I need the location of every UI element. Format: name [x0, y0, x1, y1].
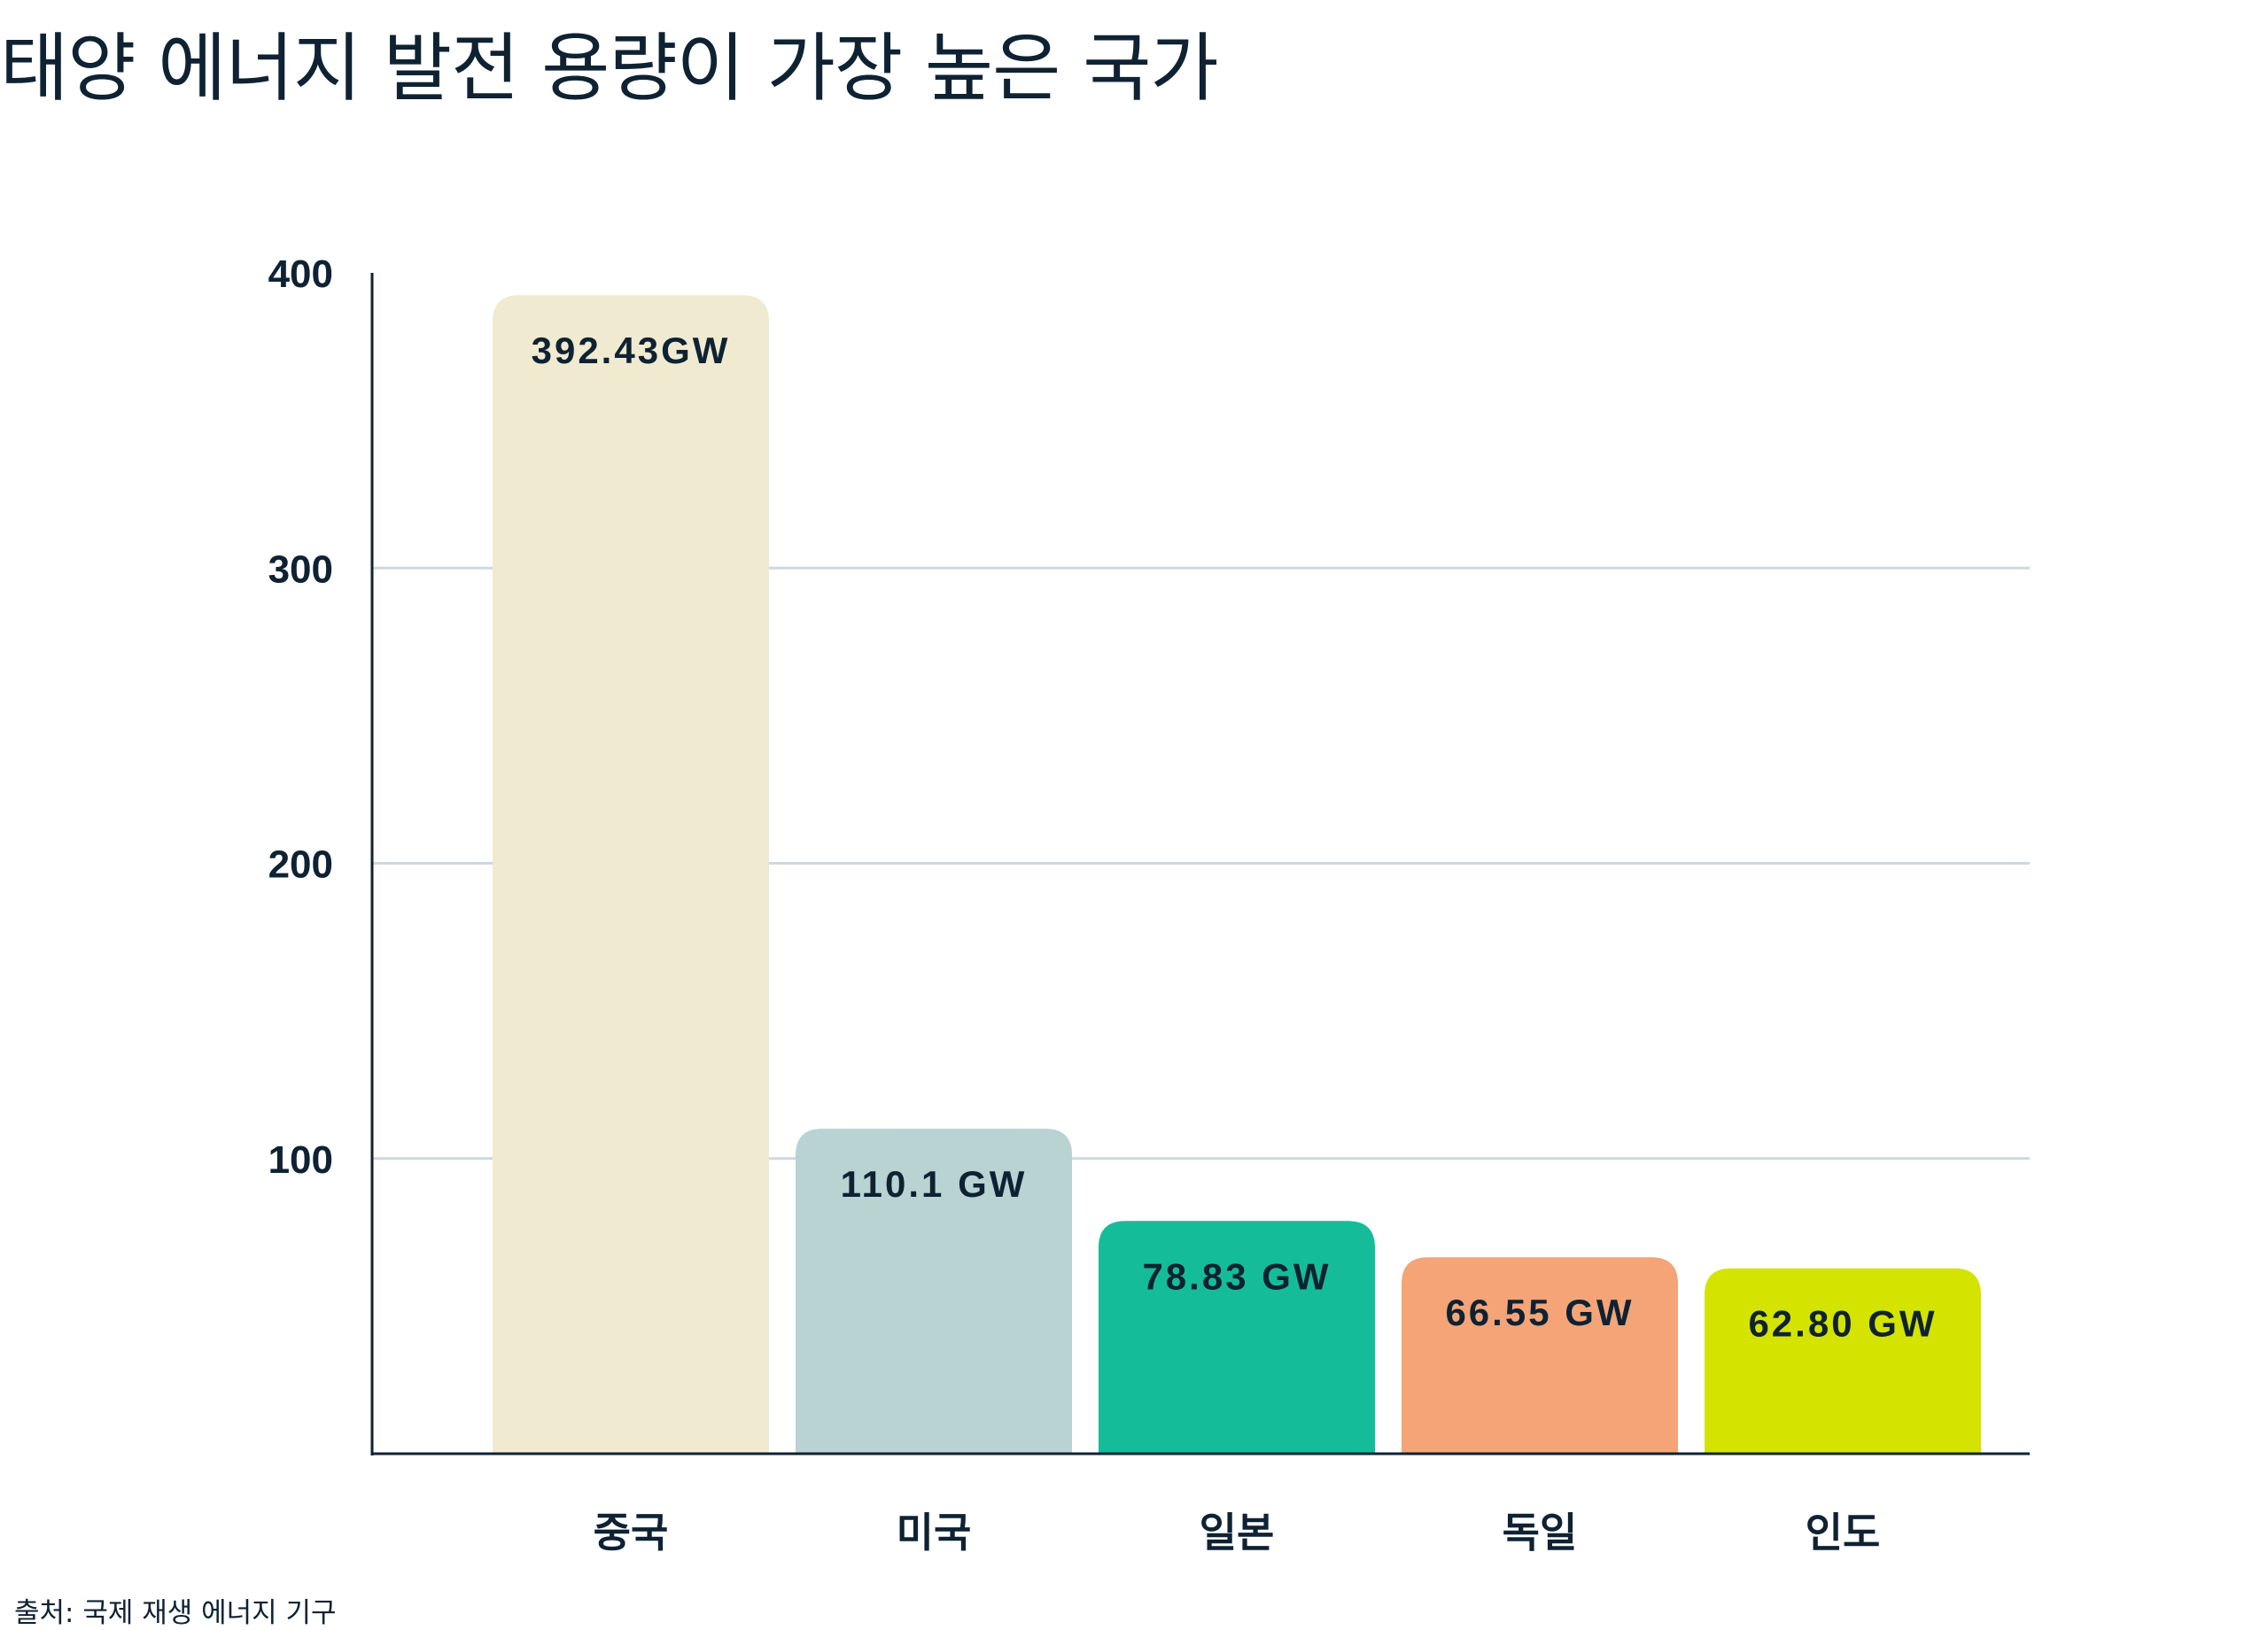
- data-label: 66.55 GW: [1445, 1292, 1634, 1333]
- x-tick-label: 미국: [897, 1509, 972, 1556]
- y-tick-label: 300: [268, 547, 333, 591]
- bar: [1099, 1221, 1375, 1454]
- bar: [1402, 1257, 1678, 1454]
- bar: [1705, 1268, 1981, 1454]
- y-tick-label: 200: [268, 843, 333, 887]
- data-label: 62.80 GW: [1748, 1303, 1937, 1345]
- chart-title: 태양 에너지 발전 용량이 가장 높은 국가: [0, 25, 1219, 112]
- x-tick-label: 일본: [1200, 1509, 1275, 1556]
- data-label: 110.1 GW: [841, 1163, 1028, 1205]
- data-label: 78.83 GW: [1142, 1255, 1331, 1297]
- x-tick-label: 독일: [1503, 1509, 1578, 1556]
- source-note: 출처: 국제 재생 에너지 기구: [14, 1597, 337, 1629]
- x-tick-label: 인도: [1806, 1509, 1881, 1556]
- y-tick-label: 400: [268, 252, 333, 296]
- data-label: 392.43GW: [532, 330, 731, 371]
- y-tick-label: 100: [268, 1138, 333, 1182]
- x-tick-label: 중국: [594, 1509, 669, 1556]
- bar: [796, 1129, 1072, 1454]
- bar: [493, 295, 769, 1454]
